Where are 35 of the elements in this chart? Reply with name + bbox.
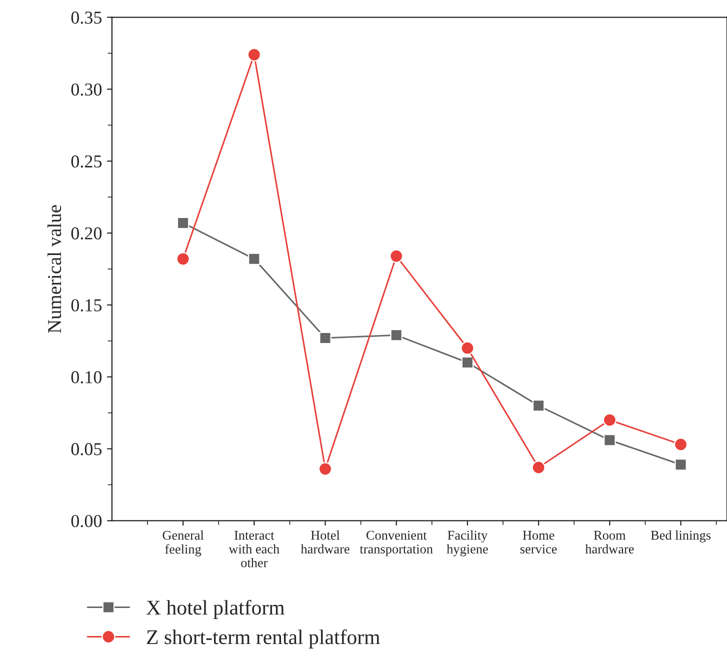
point (247, 48, 261, 62)
x-tick-label: Home service (520, 530, 557, 554)
point (674, 438, 688, 452)
legend-label: X hotel platform (146, 600, 285, 619)
point (390, 249, 404, 263)
point (461, 356, 474, 369)
point (674, 458, 687, 471)
point (390, 329, 402, 342)
x-tick-label: Interact with each other (228, 530, 280, 568)
y-tick-label: 0.15 (71, 299, 102, 312)
point (176, 216, 190, 230)
y-axis-title: Numerical value (47, 205, 62, 333)
y-tick-label: 0.30 (71, 83, 102, 96)
point (602, 413, 616, 427)
y-tick-label: 0.05 (71, 443, 102, 456)
x-tick-label: General feeling (162, 530, 204, 556)
point (318, 462, 332, 476)
y-tick-label: 0.25 (71, 155, 102, 168)
point (532, 460, 546, 474)
point (319, 332, 332, 344)
x-tick-label: Bed linings (650, 530, 711, 542)
x-tick-label: Room hardware (585, 530, 634, 554)
y-tick-label: 0.35 (71, 12, 102, 24)
point (532, 400, 545, 412)
x-tick-label: Hotel hardware (300, 530, 350, 554)
y-tick-label: 0.10 (71, 371, 102, 384)
legend-label: Z short-term rental platform (146, 629, 380, 648)
y-tick-label: 0.20 (71, 227, 102, 240)
point (604, 434, 616, 446)
x-tick-label: Facility hygiene (446, 530, 488, 556)
x-tick-label: Convenient transportation (360, 530, 433, 556)
y-tick-label: 0.00 (71, 514, 102, 528)
point (248, 252, 260, 266)
point (176, 252, 190, 266)
point (460, 341, 474, 355)
